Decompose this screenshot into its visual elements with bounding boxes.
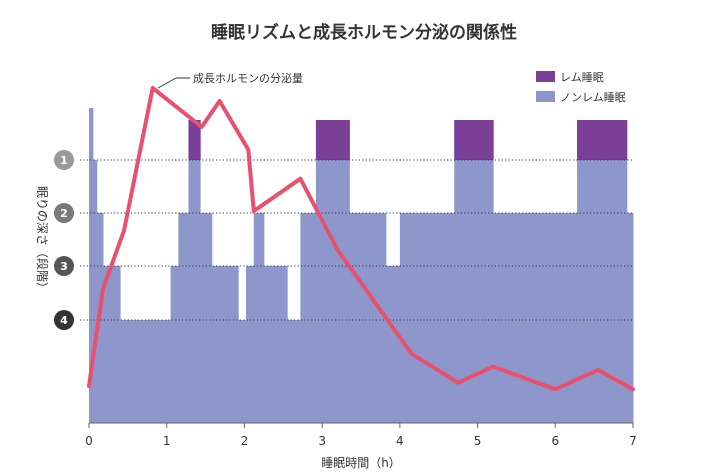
stage-bar-19	[399, 213, 455, 423]
stage-markers: 1 2 3 4	[54, 150, 74, 330]
stage-bar-9	[211, 266, 239, 423]
rem-bar-20	[454, 120, 494, 160]
stage-bar-1	[92, 160, 98, 423]
x-tick-label-7: 7	[629, 434, 637, 448]
stage-bar-8	[200, 213, 213, 423]
stage-bar-14	[287, 320, 301, 423]
x-tick-label-6: 6	[551, 434, 559, 448]
x-tick-label-2: 2	[241, 434, 249, 448]
sleep-stage-bars	[89, 108, 634, 423]
stage-marker-label-1: 1	[60, 154, 68, 167]
x-tick-label-5: 5	[474, 434, 482, 448]
stage-bar-7	[188, 120, 201, 423]
hormone-callout: 成長ホルモンの分泌量	[157, 72, 303, 89]
stage-bar-12	[253, 213, 265, 423]
callout-leader	[157, 77, 177, 89]
stage-bar-5	[170, 266, 179, 423]
stage-bar-11	[245, 266, 255, 423]
rem-bar-7	[188, 120, 201, 160]
legend-swatch-rem	[536, 71, 555, 82]
stage-bar-3	[102, 266, 121, 423]
x-axis-ticks: 0 1 2 3 4 5 6 7	[85, 423, 637, 448]
stage-bar-15	[300, 213, 317, 423]
x-axis-label: 睡眠時間（h）	[321, 456, 401, 470]
stage-bar-10	[238, 320, 247, 423]
stage-bar-23	[626, 213, 634, 423]
chart-title: 睡眠リズムと成長ホルモン分泌の関係性	[211, 22, 517, 43]
stage-bar-20	[454, 120, 494, 423]
x-tick-label-1: 1	[163, 434, 171, 448]
stage-bar-4	[120, 320, 172, 423]
callout-label: 成長ホルモンの分泌量	[193, 72, 303, 85]
legend-label-rem: レム睡眠	[560, 71, 604, 84]
y-axis-label: 眠りの深さ（段階）	[35, 186, 50, 294]
stage-bar-21	[493, 213, 578, 423]
legend-swatch-nonrem	[536, 91, 555, 102]
stage-marker-label-4: 4	[60, 314, 68, 327]
stage-grid	[80, 159, 633, 321]
stage-bar-13	[263, 266, 288, 423]
hormone-secretion-line	[87, 86, 635, 392]
stage-marker-label-2: 2	[60, 207, 68, 220]
x-tick-label-3: 3	[318, 434, 326, 448]
stage-marker-4	[54, 310, 74, 330]
stage-marker-3	[54, 256, 74, 276]
stage-bar-6	[178, 213, 189, 423]
stage-bar-18	[385, 266, 401, 423]
legend: レム睡眠 ノンレム睡眠	[536, 71, 626, 104]
stage-marker-1	[54, 150, 74, 170]
legend-label-nonrem: ノンレム睡眠	[560, 91, 626, 104]
rem-bar-22	[577, 120, 628, 160]
x-tick-label-0: 0	[85, 434, 93, 448]
rem-bar-16	[315, 120, 350, 160]
stage-marker-2	[54, 203, 74, 223]
x-tick-label-4: 4	[396, 434, 404, 448]
stage-bar-16	[315, 120, 350, 423]
stage-marker-label-3: 3	[60, 260, 68, 273]
stage-bar-17	[349, 213, 387, 423]
